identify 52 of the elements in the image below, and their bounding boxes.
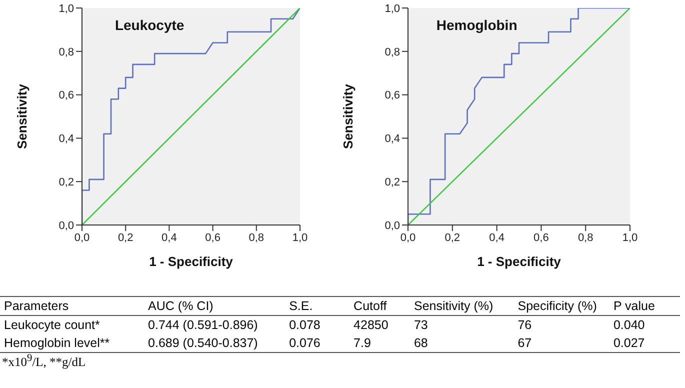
y-tick-label: 0,2 xyxy=(58,176,74,189)
x-tick-label: 0,0 xyxy=(74,232,90,244)
y-tick-label: 0,0 xyxy=(384,220,400,232)
text: 0.689 (0.540-0.837) xyxy=(148,336,258,350)
x-tick-label: 0,6 xyxy=(205,232,220,244)
x-axis-title: 1 - Specificity xyxy=(149,254,234,269)
category-label: AUC (% CI) xyxy=(147,298,214,315)
y-axis-title: Sensitivity xyxy=(14,83,30,150)
y-tick-label: 0,0 xyxy=(58,220,74,232)
y-tick-label: 0,4 xyxy=(384,133,400,146)
x-tick-label: 0,8 xyxy=(248,232,264,244)
y-tick-label: 1,0 xyxy=(384,2,400,15)
y-tick-label: 0,8 xyxy=(58,46,74,58)
y-tick-label: 0,6 xyxy=(58,90,74,102)
text: 42850 xyxy=(354,318,388,332)
text: 73 xyxy=(414,318,428,332)
category-label: P value xyxy=(612,298,656,315)
category-label: Leukocyte count* xyxy=(4,318,100,332)
x-tick-label: 0,4 xyxy=(162,232,177,244)
category-label: Hemoglobin level** xyxy=(4,336,110,350)
x-axis-title: 1 - Specificity xyxy=(477,254,562,269)
y-tick-label: 0,8 xyxy=(384,46,400,58)
category-label: Cutoff xyxy=(352,298,388,315)
category-label: Parameters xyxy=(3,298,70,315)
category-label: Specificity (%) xyxy=(516,298,598,315)
y-tick-label: 0,4 xyxy=(58,133,74,146)
x-tick-label: 0,6 xyxy=(534,232,549,244)
text: 0.076 xyxy=(289,336,320,350)
text: 0.744 (0.591-0.896) xyxy=(148,318,258,332)
text: 0.027 xyxy=(613,336,645,350)
text: 68 xyxy=(414,336,428,350)
y-axis-title: Sensitivity xyxy=(340,83,356,150)
x-tick-label: 1,0 xyxy=(292,232,308,244)
x-tick-label: 0,8 xyxy=(578,232,594,244)
x-tick-label: 0,2 xyxy=(444,232,460,244)
y-tick-label: 0,2 xyxy=(384,176,400,189)
text: 0.040 xyxy=(613,318,645,332)
y-tick-label: 1,0 xyxy=(58,2,74,15)
text: 67 xyxy=(518,336,532,350)
text: Leukocyte xyxy=(114,17,186,33)
text: 7.9 xyxy=(354,336,371,350)
x-tick-label: 0,4 xyxy=(489,232,504,244)
category-label: S.E. xyxy=(288,298,314,315)
text: 76 xyxy=(518,318,532,332)
text: *x10$^{9}$/L, **g/dL xyxy=(1,353,87,370)
text: Hemoglobin xyxy=(435,17,518,33)
category-label: Sensitivity (%) xyxy=(412,298,494,315)
x-tick-label: 0,2 xyxy=(118,232,134,244)
x-tick-label: 0,0 xyxy=(400,232,416,244)
x-tick-label: 1,0 xyxy=(622,232,638,244)
y-tick-label: 0,6 xyxy=(384,90,400,102)
text: 0.078 xyxy=(289,318,320,332)
